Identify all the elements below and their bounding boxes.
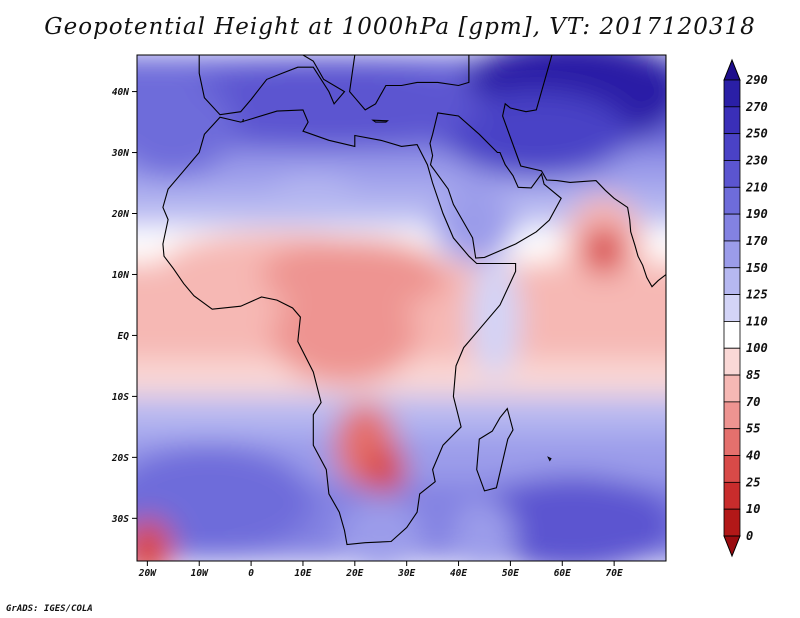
colorbar-label: 170 — [746, 234, 768, 248]
field-band — [137, 396, 666, 434]
x-tick-label: 50E — [502, 568, 519, 579]
colorbar-label: 150 — [746, 261, 768, 275]
colorbar-label: 10 — [746, 502, 760, 516]
colorbar-label: 270 — [745, 100, 768, 114]
colorbar-segment — [723, 267, 741, 295]
colorbar-segment — [723, 428, 741, 456]
colorbar-segment — [723, 186, 741, 215]
x-tick-label: 10E — [294, 568, 311, 579]
field-feature — [261, 237, 449, 312]
y-tick-label: 10S — [112, 392, 129, 403]
x-tick-label: 0 — [248, 568, 254, 579]
madagascar-coastline — [476, 407, 514, 492]
balkans-coastline — [349, 55, 470, 111]
field-feature — [468, 475, 666, 561]
field-feature — [137, 518, 174, 561]
colorbar-segment — [723, 213, 741, 242]
colorbar-segment — [723, 240, 741, 269]
x-tick-label: 20W — [138, 568, 157, 579]
colorbar-segment — [723, 294, 741, 322]
field-feature — [339, 500, 423, 561]
colorbar-segment — [723, 455, 741, 483]
colorbar-label: 25 — [745, 475, 760, 489]
colorbar-top-arrow — [723, 58, 741, 81]
y-tick-label: 40N — [112, 87, 129, 98]
colorbar-segment — [723, 106, 741, 135]
chart-title: Geopotential Height at 1000hPa [gpm], VT… — [44, 14, 756, 40]
field-feature — [137, 79, 236, 177]
colorbar-label: 230 — [745, 153, 768, 167]
colorbar-label: 125 — [746, 288, 768, 302]
y-tick-label: EQ — [118, 331, 130, 342]
africa-coastline — [162, 109, 517, 546]
grads-credit: GrADS: IGES/COLA — [6, 604, 93, 614]
coastlines — [162, 55, 666, 546]
colorbar-label: 290 — [745, 73, 768, 87]
colorbar-label: 0 — [746, 529, 753, 543]
field-feature — [583, 225, 625, 275]
field-feature — [468, 256, 521, 379]
colorbar-segment — [723, 481, 741, 510]
colorbar-label: 110 — [746, 314, 768, 328]
colorbar-segment — [723, 347, 741, 376]
crete-coastline — [371, 119, 389, 123]
field-band — [137, 359, 666, 398]
europe-coastline — [198, 55, 346, 116]
field-feature — [432, 189, 516, 263]
axis-ticks: 20W 10W 0 10E 20E 30E 40E 50E 60E 70E 40N 30N 20N 10N… — [111, 87, 623, 579]
colorbar-segment — [723, 79, 741, 108]
colorbar-label: 70 — [746, 395, 760, 409]
colorbar-label: 190 — [746, 207, 768, 221]
map-frame — [136, 54, 667, 562]
field-feature — [442, 91, 630, 177]
field-feature — [453, 500, 516, 561]
y-tick-label: 10N — [112, 270, 129, 281]
colorbar-label: 40 — [746, 449, 760, 463]
y-tick-label: 30N — [111, 148, 129, 159]
x-tick-label: 60E — [554, 568, 571, 579]
colorbar-label: 210 — [745, 180, 768, 194]
colorbar-segment — [723, 160, 741, 188]
field-feature — [261, 176, 366, 226]
x-tick-label: 70E — [606, 568, 623, 579]
x-tick-label: 40E — [450, 568, 467, 579]
field-feature — [137, 445, 314, 555]
colorbar-label: 250 — [745, 127, 768, 141]
colorbar-segment — [723, 401, 741, 430]
x-tick-label: 20E — [345, 568, 363, 579]
mauritius-coastline — [547, 456, 552, 462]
y-tick-label: 30S — [111, 514, 129, 525]
colorbar: 2902702502302101901701501251101008570554… — [723, 58, 768, 558]
colorbar-segment — [723, 374, 741, 403]
x-tick-label: 30E — [397, 568, 415, 579]
colorbar-segment — [723, 508, 741, 537]
y-tick-label: 20N — [111, 209, 129, 220]
minor-coast — [242, 118, 244, 123]
colorbar-bottom-arrow — [723, 535, 741, 558]
field-feature — [271, 286, 418, 385]
colorbar-label: 100 — [746, 341, 768, 355]
colorbar-segment — [723, 321, 741, 349]
field-feature — [173, 61, 485, 147]
colorbar-segment — [723, 133, 741, 161]
x-tick-label: 10W — [191, 568, 209, 579]
field-feature — [365, 445, 407, 494]
y-tick-label: 20S — [111, 453, 129, 464]
geopotential-field — [137, 55, 666, 561]
asia-coastline — [502, 55, 666, 288]
colorbar-label: 55 — [746, 422, 760, 436]
colorbar-label: 85 — [746, 368, 760, 382]
arabia-coastline — [429, 112, 562, 259]
